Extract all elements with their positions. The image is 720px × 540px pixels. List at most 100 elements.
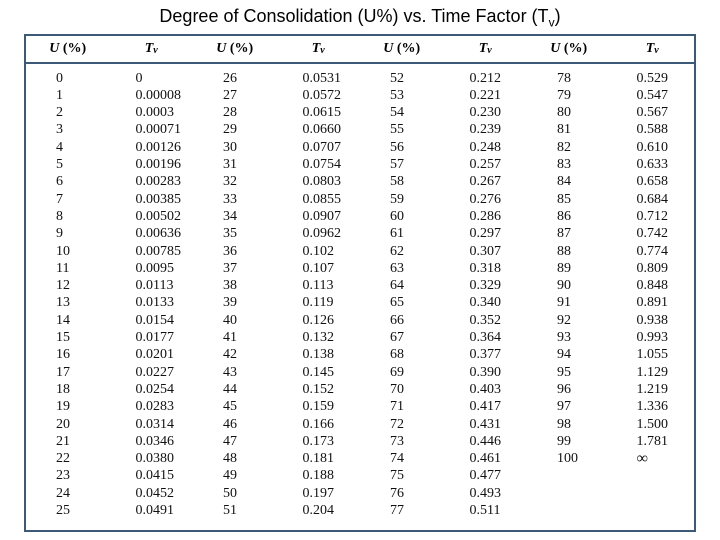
table-cell-tv: 0.0346 (110, 433, 194, 450)
table-cell-u: 83 (527, 156, 611, 173)
table-cell-u: 78 (527, 70, 611, 87)
table-cell-tv: 0.684 (611, 191, 695, 208)
table-cell-u: 86 (527, 208, 611, 225)
table-cell-u: 82 (527, 139, 611, 156)
header-tv: Tv (611, 36, 695, 62)
table-header-row: U (%) Tv U (%) Tv U (%) Tv U (%) Tv (26, 36, 694, 64)
table-cell-u: 49 (193, 467, 277, 484)
table-cell-u: 94 (527, 346, 611, 363)
table-cell-tv: 0.00008 (110, 87, 194, 104)
table-cell-tv: 0.712 (611, 208, 695, 225)
table-cell-tv: 0.403 (444, 381, 528, 398)
table-cell-u: 87 (527, 225, 611, 242)
table-cell-tv: 0.307 (444, 243, 528, 260)
table-cell-tv: 0.588 (611, 121, 695, 138)
table-cell-u: 100 (527, 450, 611, 467)
header-tv: Tv (110, 36, 194, 62)
table-cell-u: 57 (360, 156, 444, 173)
table-cell-u: 69 (360, 364, 444, 381)
header-pair: U (%) Tv (26, 36, 193, 62)
header-u: U (%) (193, 36, 277, 62)
table-cell-tv: 1.055 (611, 346, 695, 363)
table-cell-u: 44 (193, 381, 277, 398)
tv-column: 0.05310.05720.06150.06600.07070.07540.08… (277, 70, 361, 530)
table-cell-u: 37 (193, 260, 277, 277)
table-cell-u: 63 (360, 260, 444, 277)
table-cell-tv: 0.417 (444, 398, 528, 415)
table-cell-u: 38 (193, 277, 277, 294)
table-cell-u: 4 (26, 139, 110, 156)
header-u: U (%) (527, 36, 611, 62)
table-cell-tv: 0.340 (444, 294, 528, 311)
table-cell-u: 1 (26, 87, 110, 104)
table-cell-u: 50 (193, 485, 277, 502)
table-cell-tv: 0.493 (444, 485, 528, 502)
table-cell-tv: 1.219 (611, 381, 695, 398)
table-cell-tv: 0.0707 (277, 139, 361, 156)
table-cell-u: 89 (527, 260, 611, 277)
table-cell-u: 22 (26, 450, 110, 467)
title-prefix: Degree of Consolidation (U%) vs. Time Fa… (159, 6, 548, 26)
table-cell-tv: 0.567 (611, 104, 695, 121)
table-cell-tv: 0.00283 (110, 173, 194, 190)
table-cell-tv: 0.132 (277, 329, 361, 346)
table-cell-u: 66 (360, 312, 444, 329)
table-cell-u: 0 (26, 70, 110, 87)
table-cell-u: 7 (26, 191, 110, 208)
table-cell-u: 19 (26, 398, 110, 415)
table-cell-u: 3 (26, 121, 110, 138)
table-cell-u: 13 (26, 294, 110, 311)
table-cell-tv: 0.239 (444, 121, 528, 138)
table-cell-u: 33 (193, 191, 277, 208)
table-cell-tv: 0.0283 (110, 398, 194, 415)
table-cell-u: 74 (360, 450, 444, 467)
table-cell-u: 80 (527, 104, 611, 121)
table-cell-u: 56 (360, 139, 444, 156)
table-cell-u: 54 (360, 104, 444, 121)
header-pair: U (%) Tv (193, 36, 360, 62)
table-cell-u: 11 (26, 260, 110, 277)
table-cell-tv: 0.00196 (110, 156, 194, 173)
table-cell-u: 41 (193, 329, 277, 346)
table-cell-tv: 0.126 (277, 312, 361, 329)
table-cell-tv: 0.0227 (110, 364, 194, 381)
table-cell-tv: 0.0491 (110, 502, 194, 519)
title-suffix: ) (555, 6, 561, 26)
table-cell-u: 43 (193, 364, 277, 381)
table-cell-u: 5 (26, 156, 110, 173)
header-u: U (%) (360, 36, 444, 62)
table-cell-tv: 1.781 (611, 433, 695, 450)
table-cell-u: 93 (527, 329, 611, 346)
table-cell-tv: 0.173 (277, 433, 361, 450)
u-column: 2627282930313233343536373839404142434445… (193, 70, 277, 530)
table-column-pair: 2627282930313233343536373839404142434445… (193, 70, 360, 530)
table-cell-tv: 0.152 (277, 381, 361, 398)
table-cell-tv: 0.212 (444, 70, 528, 87)
table-cell-tv: 0.00126 (110, 139, 194, 156)
table-cell-tv: 0.390 (444, 364, 528, 381)
table-cell-u: 73 (360, 433, 444, 450)
table-cell-tv: 0.377 (444, 346, 528, 363)
table-cell-u: 24 (26, 485, 110, 502)
table-cell-u: 8 (26, 208, 110, 225)
tv-column: 00.000080.00030.000710.001260.001960.002… (110, 70, 194, 530)
table-cell-u: 32 (193, 173, 277, 190)
table-cell-u: 34 (193, 208, 277, 225)
table-cell-tv: 1.336 (611, 398, 695, 415)
table-cell-tv: 0.0003 (110, 104, 194, 121)
table-cell-tv: 0.364 (444, 329, 528, 346)
table-cell-tv: 0.938 (611, 312, 695, 329)
table-cell-u: 10 (26, 243, 110, 260)
table-cell-u: 59 (360, 191, 444, 208)
table-cell-u: 26 (193, 70, 277, 87)
table-cell-u: 71 (360, 398, 444, 415)
table-cell-tv: 0.0452 (110, 485, 194, 502)
table-cell-tv: 0.446 (444, 433, 528, 450)
table-cell-tv: 0.0962 (277, 225, 361, 242)
table-column-pair: 7879808182838485868788899091929394959697… (527, 70, 694, 530)
table-cell-tv: 0.00502 (110, 208, 194, 225)
table-cell-tv: 0.0177 (110, 329, 194, 346)
table-cell-u: 23 (26, 467, 110, 484)
table-cell-tv: 0.329 (444, 277, 528, 294)
table-cell-u: 53 (360, 87, 444, 104)
